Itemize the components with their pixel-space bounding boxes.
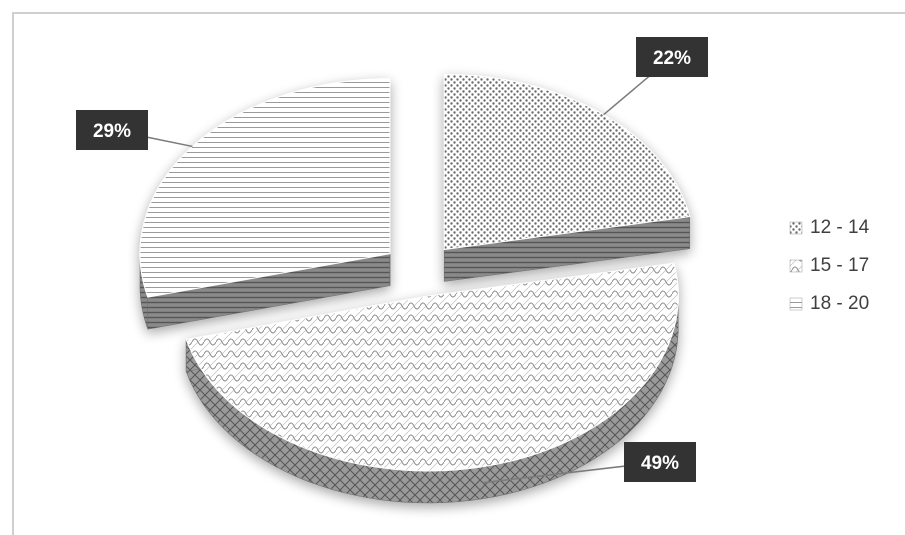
data-label-box <box>636 37 708 77</box>
legend-label: 18 - 20 <box>810 293 869 314</box>
data-label-box <box>624 442 696 482</box>
legend-swatch-icon <box>789 297 803 311</box>
slice-top <box>185 262 679 472</box>
pie-slice-12-14 <box>443 74 691 282</box>
data-label: 29% <box>93 121 131 142</box>
legend-item: 18 - 20 <box>789 293 869 314</box>
pie-slice-18-20 <box>139 78 391 330</box>
data-label: 49% <box>641 453 679 474</box>
chart-frame <box>12 12 905 535</box>
data-label: 22% <box>653 48 691 69</box>
slice-top <box>139 78 391 298</box>
legend-label: 15 - 17 <box>810 255 869 276</box>
slice-top <box>443 74 691 251</box>
legend-swatch-icon <box>789 221 803 235</box>
pie-slice-15-17 <box>185 262 679 504</box>
legend-label: 12 - 14 <box>810 217 870 238</box>
data-label-box <box>76 110 148 150</box>
legend-item: 12 - 14 <box>789 217 870 238</box>
legend-swatch-icon <box>789 259 803 273</box>
legend-item: 15 - 17 <box>789 255 869 276</box>
